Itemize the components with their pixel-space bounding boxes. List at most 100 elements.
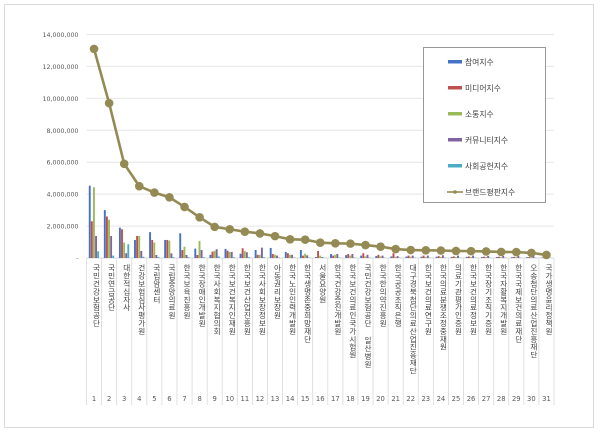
bar-소통지수-16 [319,255,322,258]
bar-미디어지수-11 [241,248,244,258]
bar-소통지수-25 [454,257,457,258]
rank-label: 29 [512,395,521,403]
brand-index-point [180,202,189,212]
y-axis: - 2,000,000 4,000,000 6,000,000 8,000,000 10,… [42,32,78,263]
category-label: 건강보험심사평가원 [137,263,146,335]
legend-swatch-소통지수 [448,112,462,116]
bar-미디어지수-21 [392,253,395,258]
bar-참여지수-17 [330,254,332,258]
brand-index-point [119,159,129,169]
bar-미디어지수-18 [347,254,350,258]
bar-소통지수-11 [243,250,246,258]
brand-index-point [542,250,551,260]
brand-index-point [451,246,461,256]
bar-커뮤니티지수-1 [95,235,97,258]
legend-label: 브랜드평판지수 [465,187,515,197]
bar-소통지수-2 [108,219,110,258]
bar-커뮤니티지수-22 [411,255,414,258]
rank-label: 10 [225,395,234,403]
bar-미디어지수-5 [151,239,154,258]
bar-미디어지수-20 [377,254,380,258]
bar-소통지수-20 [379,256,382,258]
rank-label: 11 [241,395,250,403]
bar-소통지수-23 [424,256,427,258]
rank-label: 16 [316,395,325,403]
bar-사회공헌지수-12 [263,257,265,258]
y-tick-label: - [76,256,78,263]
bar-소통지수-9 [213,250,216,258]
bar-미디어지수-10 [226,250,229,258]
bar-소통지수-22 [409,256,412,258]
bar-참여지수-13 [269,247,272,258]
bar-참여지수-15 [299,250,302,258]
brand-index-point [89,44,99,54]
bar-커뮤니티지수-9 [215,249,218,258]
bar-참여지수-3 [118,227,121,258]
rank-label: 18 [346,395,355,403]
bar-참여지수-1 [88,185,91,258]
bar-참여지수-8 [194,248,197,258]
brand-index-point [466,246,476,256]
bar-참여지수-6 [164,239,167,258]
y-tick-label: 4,000,000 [46,192,78,199]
brand-index-point [346,239,355,248]
rank-label: 22 [406,395,415,403]
y-tick-label: 10,000,000 [42,96,78,103]
brand-index-point [376,242,385,251]
legend-swatch-미디어지수 [448,86,462,90]
category-label: 한국한의약진흥원 [379,264,388,328]
bar-미디어지수-12 [256,254,259,258]
bar-소통지수-7 [183,246,186,258]
bar-커뮤니티지수-26 [472,255,475,258]
bar-커뮤니티지수-29 [517,255,520,258]
category-label: 한국보건복지인재원 [228,264,237,335]
bar-미디어지수-23 [422,255,425,258]
bar-커뮤니티지수-10 [230,251,233,258]
category-label: 국립중앙의료원 [167,264,176,320]
bar-소통지수-18 [349,255,352,258]
brand-index-point [285,235,295,244]
brand-index-point [361,240,370,250]
category-label: 한국의료분쟁조정중재원 [439,264,448,351]
brand-index-point [331,239,340,248]
rank-label: 2 [107,395,111,403]
bar-커뮤니티지수-12 [260,247,263,258]
brand-index-point [421,246,431,255]
bar-소통지수-13 [273,254,276,258]
brand-index-point [436,246,446,255]
bar-참여지수-26 [465,256,468,258]
category-label: 서울요양원 [318,264,327,304]
bar-사회공헌지수-10 [232,257,235,258]
rank-label: 12 [256,395,265,403]
bar-미디어지수-19 [362,253,365,258]
bar-사회공헌지수-2 [112,255,115,258]
bar-참여지수-2 [103,210,106,258]
bar-커뮤니티지수-14 [291,254,294,258]
bar-참여지수-24 [435,256,438,258]
bar-소통지수-26 [470,257,472,258]
rank-label: 1 [92,395,96,403]
bar-커뮤니티지수-8 [200,250,203,258]
category-label: 한국사회복지협의회 [213,264,222,336]
bar-미디어지수-7 [181,250,184,258]
rank-label: 28 [497,395,506,403]
category-label: 한국건강증진개발원 [333,264,342,335]
category-label: 국가생명윤리정책원 [544,264,553,335]
category-label: 아동권리보장원 [273,263,282,320]
brand-line [89,44,551,260]
bar-커뮤니티지수-27 [487,255,490,258]
brand-index-point [240,227,250,236]
rank-label: 6 [167,395,171,403]
rank-label: 25 [452,395,461,403]
bar-커뮤니티지수-5 [155,254,158,258]
bar-참여지수-29 [511,257,513,258]
bar-참여지수-22 [405,256,408,258]
brand-index-point [315,238,325,247]
brand-index-point [210,222,219,232]
bar-사회공헌지수-6 [172,257,175,258]
bar-미디어지수-14 [286,253,289,258]
brand-index-point [195,212,204,222]
bar-커뮤니티지수-3 [125,253,128,258]
bar-사회공헌지수-1 [97,251,100,258]
legend-label: 커뮤니티지수 [465,135,508,145]
